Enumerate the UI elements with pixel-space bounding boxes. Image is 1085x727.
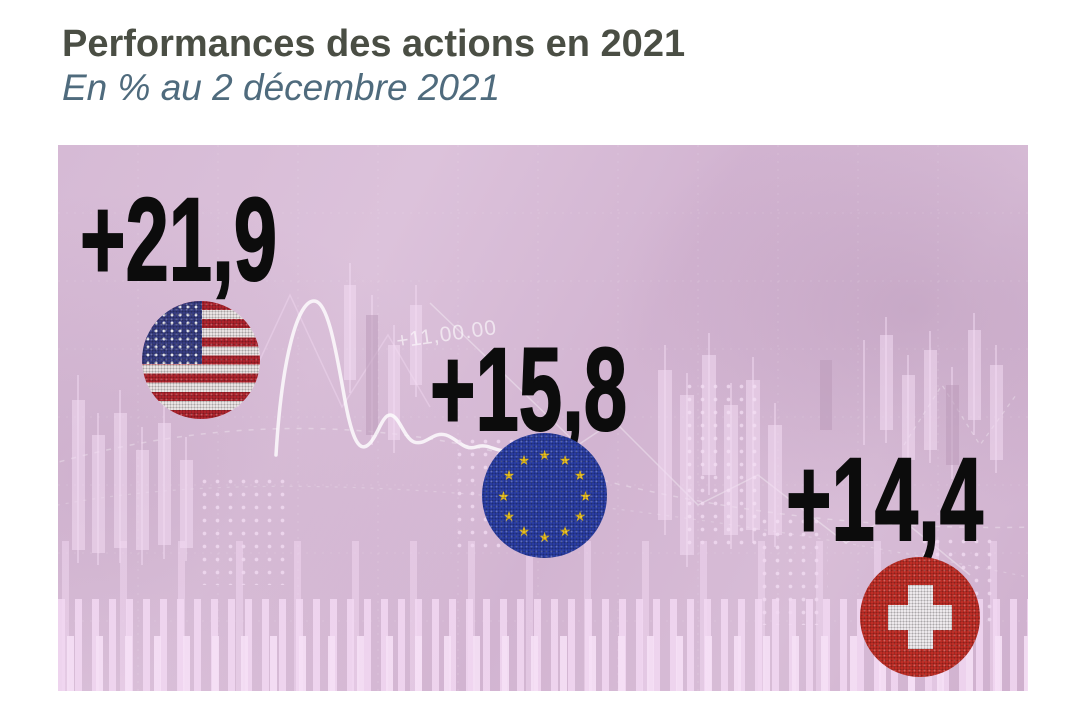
- eu-star-icon: ★: [502, 508, 516, 524]
- eu-star-icon: ★: [558, 452, 572, 468]
- dot-column-decoration: [683, 380, 763, 550]
- eu-star-icon: ★: [573, 467, 587, 483]
- eu-star-icon: ★: [517, 452, 531, 468]
- page-title: Performances des actions en 2021: [62, 23, 686, 65]
- european-union-flag-icon: ★ ★ ★ ★ ★ ★ ★ ★ ★ ★ ★ ★: [482, 433, 607, 558]
- header: Performances des actions en 2021 En % au…: [62, 23, 686, 109]
- eu-star-icon: ★: [579, 487, 592, 504]
- eu-star-icon: ★: [502, 467, 516, 483]
- eu-star-icon: ★: [497, 487, 510, 504]
- swiss-cross-icon: [907, 585, 933, 649]
- switzerland-performance-value: +14,4: [785, 434, 984, 566]
- eu-star-icon: ★: [517, 523, 531, 539]
- switzerland-flag-icon: [860, 557, 980, 677]
- usa-performance-value: +21,9: [79, 174, 278, 306]
- swiss-cross-icon: [888, 604, 952, 630]
- page-subtitle: En % au 2 décembre 2021: [62, 67, 501, 109]
- eu-star-icon: ★: [538, 528, 551, 545]
- europe-performance-value: +15,8: [429, 324, 628, 456]
- eu-star-icon: ★: [558, 523, 572, 539]
- eu-star-icon: ★: [538, 446, 551, 463]
- stock-chart-figure: +11,00.00 +21,9 +15,8 ★ ★ ★ ★ ★ ★ ★ ★ ★ …: [58, 145, 1028, 691]
- united-states-flag-icon: [142, 301, 260, 419]
- us-flag-canton: [142, 301, 202, 364]
- eu-star-icon: ★: [573, 508, 587, 524]
